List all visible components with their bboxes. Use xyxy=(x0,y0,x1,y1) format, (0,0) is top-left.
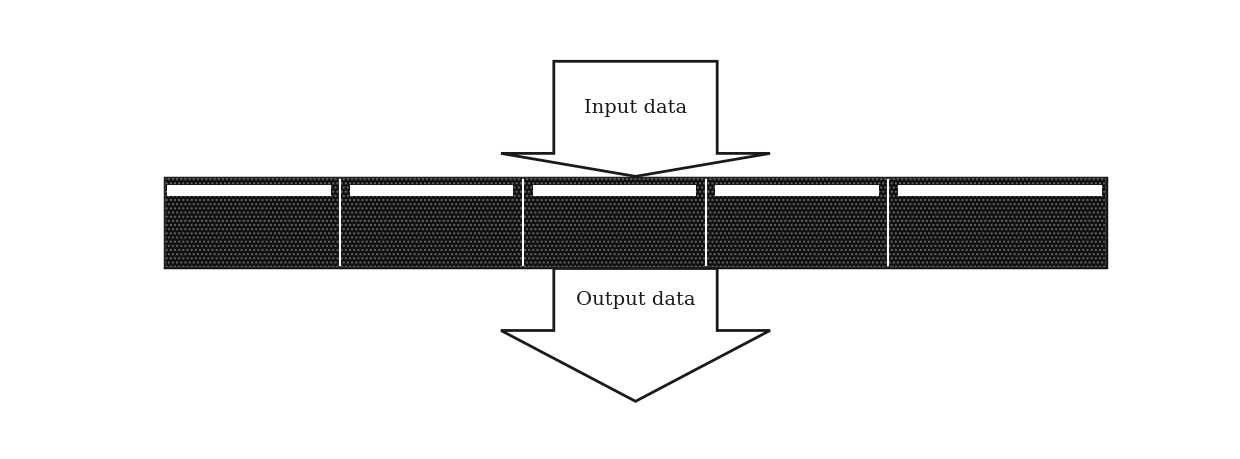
Bar xyxy=(165,179,1106,267)
Bar xyxy=(715,186,879,196)
Bar xyxy=(167,186,331,196)
Polygon shape xyxy=(501,269,770,402)
Bar xyxy=(533,186,696,196)
Text: Input data: Input data xyxy=(584,99,687,117)
Bar xyxy=(350,186,513,196)
Text: Output data: Output data xyxy=(575,291,696,309)
Bar xyxy=(898,186,1101,196)
Bar xyxy=(165,179,1106,267)
Polygon shape xyxy=(501,62,770,177)
